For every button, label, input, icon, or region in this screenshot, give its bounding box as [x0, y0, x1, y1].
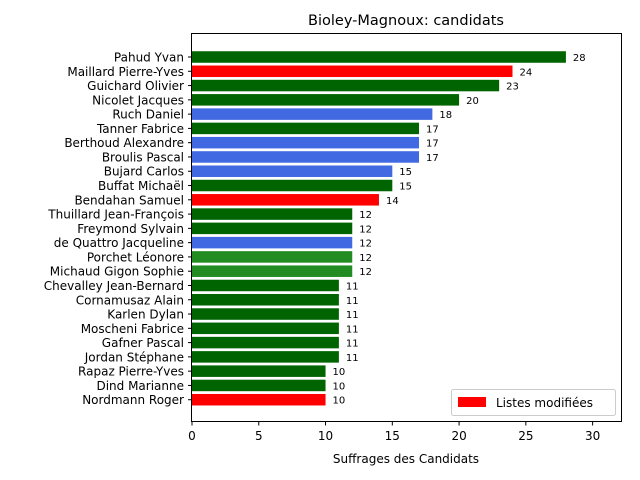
legend: Listes modifiées	[451, 389, 616, 416]
category-label: Buffat Michaël	[98, 179, 184, 193]
category-label: de Quattro Jacqueline	[54, 236, 184, 250]
value-label: 17	[426, 153, 439, 164]
category-label: Guichard Olivier	[87, 79, 184, 93]
value-label: 11	[346, 339, 359, 350]
value-label: 12	[359, 253, 372, 264]
bar	[192, 51, 566, 63]
bar	[192, 393, 326, 406]
bar	[192, 265, 353, 277]
category-label: Berthoud Alexandre	[64, 136, 184, 150]
value-label: 11	[346, 353, 359, 364]
category-label: Maillard Pierre-Yves	[67, 65, 184, 79]
bar	[192, 208, 353, 220]
category-label: Thuillard Jean-François	[47, 208, 184, 222]
bar	[192, 236, 353, 249]
value-label: 17	[426, 124, 439, 135]
bar	[192, 365, 326, 377]
value-label: 15	[399, 182, 412, 193]
category-label: Karlen Dylan	[107, 308, 184, 322]
bar	[192, 179, 393, 192]
category-label: Jordan Stéphane	[84, 350, 184, 364]
chart-title: Bioley-Magnoux: candidats	[308, 13, 504, 29]
category-label: Cornamusaz Alain	[76, 293, 184, 307]
x-tick-label: 25	[518, 429, 533, 443]
legend-swatch	[458, 397, 486, 407]
category-label: Bendahan Samuel	[74, 193, 184, 207]
category-label: Porchet Léonore	[87, 250, 184, 264]
category-label: Dind Marianne	[96, 379, 184, 393]
bars-group	[192, 51, 566, 406]
category-label: Bujard Carlos	[104, 165, 184, 179]
legend-label: Listes modifiées	[496, 396, 593, 410]
value-label: 24	[519, 67, 532, 78]
category-label: Broulis Pascal	[102, 150, 184, 164]
bar	[192, 122, 420, 135]
value-label: 10	[333, 367, 346, 378]
value-label: 28	[573, 53, 586, 64]
bar	[192, 108, 433, 120]
value-label: 18	[439, 110, 452, 121]
value-label: 12	[359, 210, 372, 221]
bar	[192, 379, 326, 392]
value-label: 10	[333, 396, 346, 407]
category-label: Nordmann Roger	[82, 393, 184, 407]
value-label: 11	[346, 296, 359, 307]
bar	[192, 294, 339, 306]
category-label: Tanner Fabrice	[96, 122, 184, 136]
bar	[192, 79, 500, 92]
bar	[192, 194, 379, 206]
value-label: 17	[426, 139, 439, 150]
x-tick-label: 10	[318, 429, 333, 443]
bar	[192, 279, 339, 292]
bar	[192, 136, 420, 149]
value-label: 12	[359, 267, 372, 278]
value-label: 15	[399, 167, 412, 178]
bar	[192, 222, 353, 235]
x-tick-label: 0	[188, 429, 196, 443]
value-label: 12	[359, 224, 372, 235]
category-label: Freymond Sylvain	[77, 222, 184, 236]
category-label: Michaud Gigon Sophie	[50, 265, 184, 279]
category-label: Gafner Pascal	[102, 336, 184, 350]
legend-box	[451, 389, 616, 416]
category-label: Nicolet Jacques	[92, 93, 184, 107]
x-tick-label: 30	[585, 429, 600, 443]
value-label: 11	[346, 281, 359, 292]
x-tick-label: 15	[385, 429, 400, 443]
x-tick-label: 20	[451, 429, 466, 443]
bar	[192, 94, 460, 106]
x-axis: 0 5 10 15 20 25 30	[188, 421, 600, 443]
bar	[192, 165, 393, 177]
category-label: Ruch Daniel	[112, 108, 184, 122]
bar	[192, 351, 339, 363]
value-labels: 2824232018171717151514121212121211111111…	[333, 53, 586, 407]
value-label: 12	[359, 239, 372, 250]
bar	[192, 151, 420, 163]
category-label: Moscheni Fabrice	[81, 322, 184, 336]
value-label: 11	[346, 324, 359, 335]
bar	[192, 336, 339, 349]
x-axis-label: Suffrages des Candidats	[333, 452, 479, 466]
value-label: 23	[506, 82, 519, 93]
category-label: Rapaz Pierre-Yves	[78, 365, 184, 379]
category-label: Chevalley Jean-Bernard	[44, 279, 184, 293]
value-label: 11	[346, 310, 359, 321]
bar	[192, 322, 339, 335]
bar	[192, 308, 339, 320]
bar	[192, 65, 513, 78]
category-label: Pahud Yvan	[114, 51, 184, 65]
value-label: 10	[333, 381, 346, 392]
plot-frame	[191, 33, 622, 422]
x-tick-label: 5	[255, 429, 263, 443]
value-label: 14	[386, 196, 399, 207]
bar	[192, 251, 353, 263]
value-label: 20	[466, 96, 479, 107]
